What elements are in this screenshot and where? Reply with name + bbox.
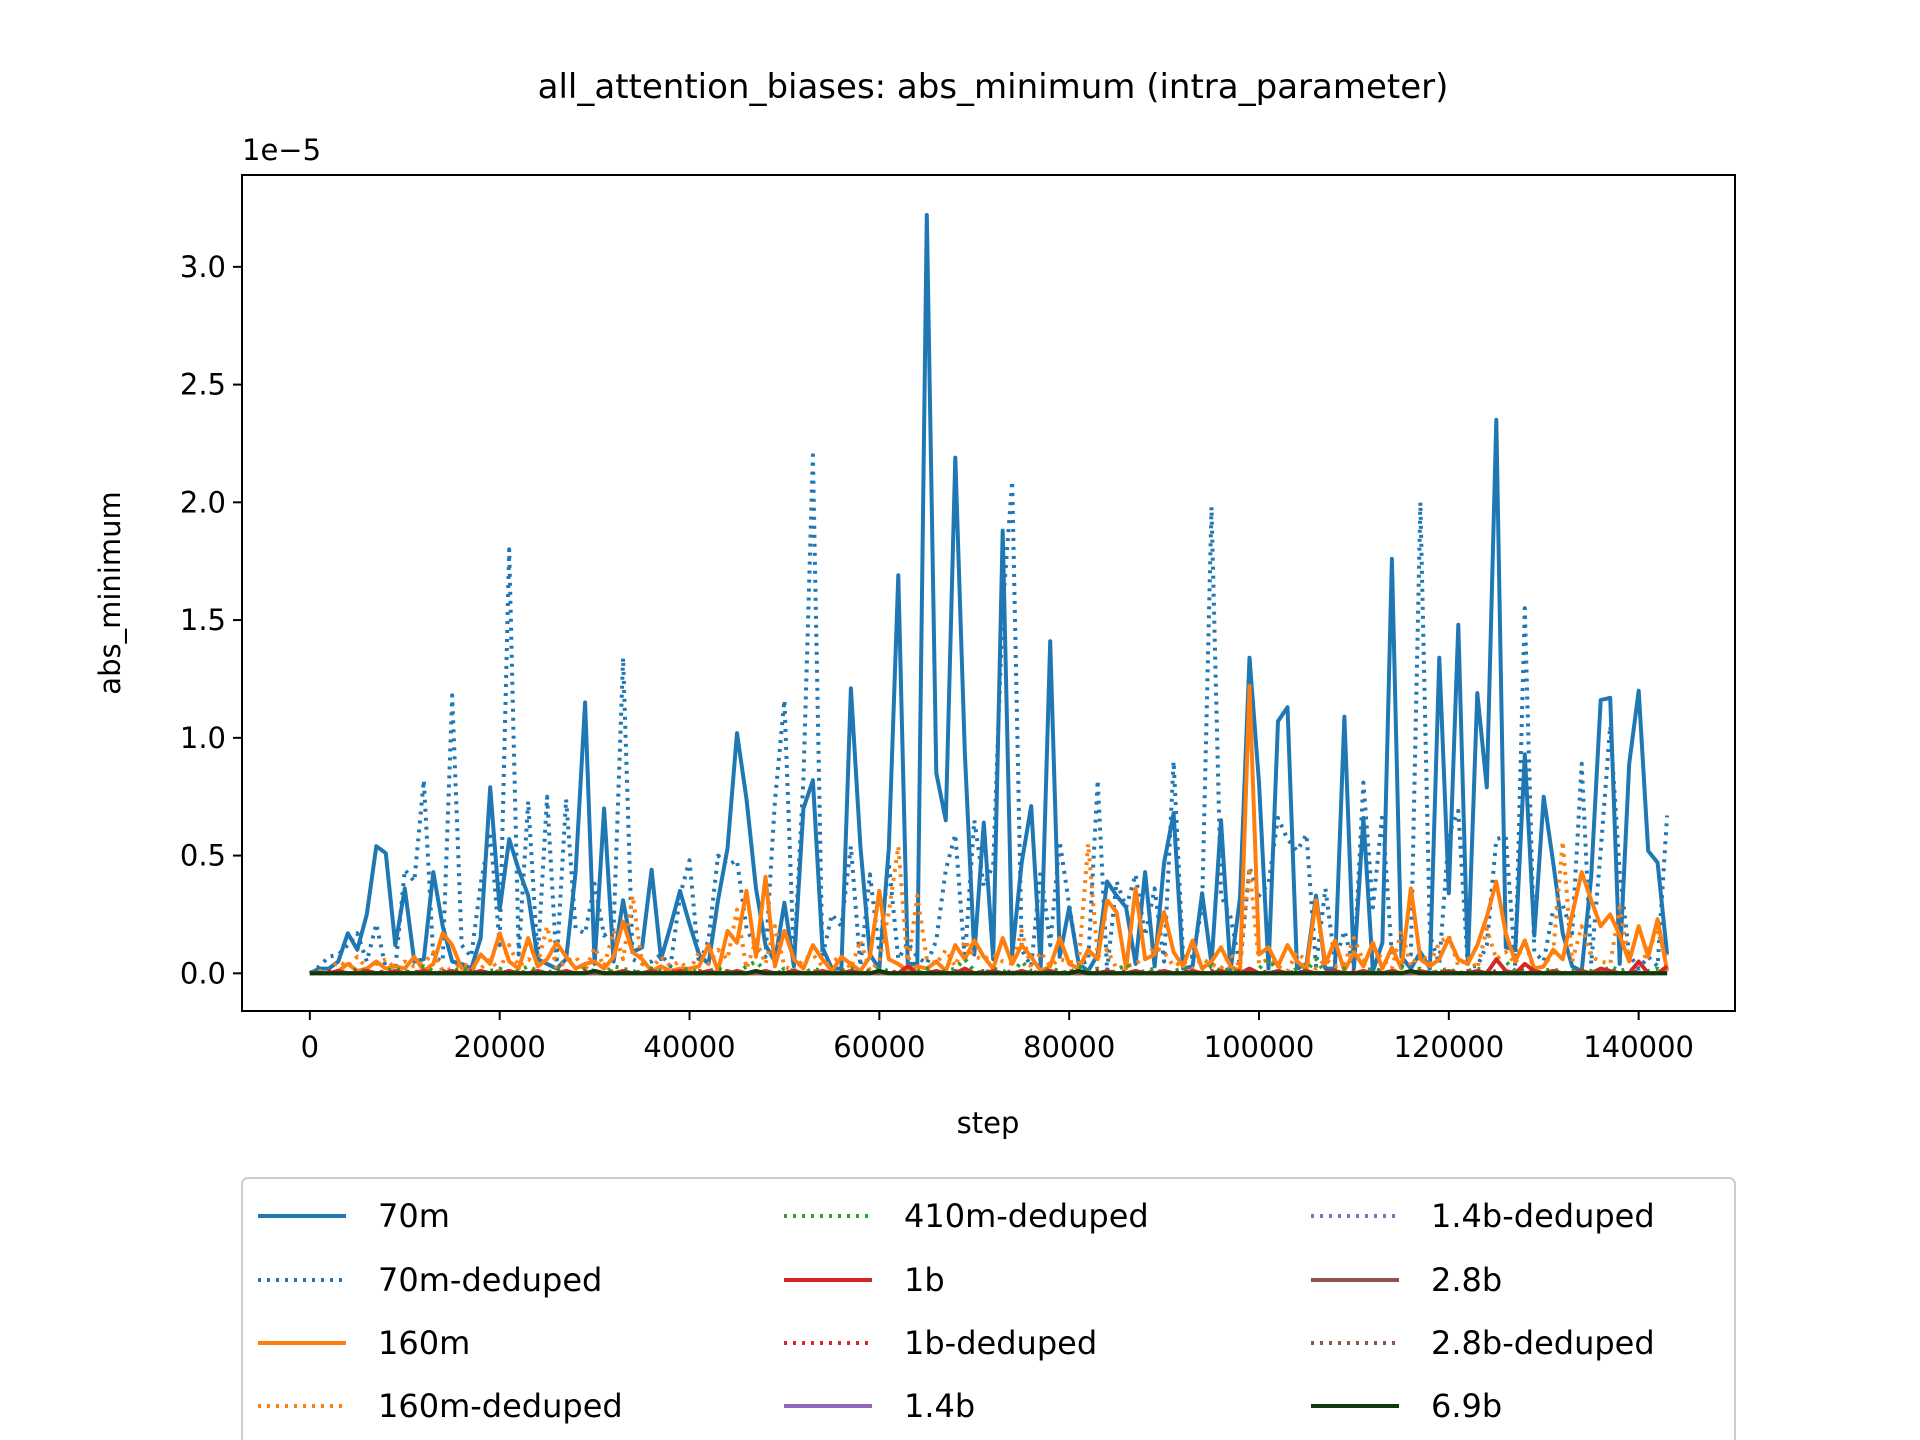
y-tick-label: 1.5 — [180, 603, 226, 637]
legend-label-1b-deduped: 1b-deduped — [904, 1324, 1097, 1362]
series-line-6.9b — [309, 969, 1668, 976]
y-tick-label: 3.0 — [180, 250, 226, 284]
series-line-160m-deduped — [309, 839, 1670, 976]
series-line-160m — [309, 684, 1670, 976]
legend-label-1.4b-deduped: 1.4b-deduped — [1431, 1197, 1655, 1235]
legend-frame — [241, 1177, 1736, 1440]
y-tick-label: 1.0 — [180, 721, 226, 755]
y-axis: 0.0 0.5 1.0 1.5 2.0 2.5 3.0 — [180, 250, 242, 990]
series-line-70m — [309, 213, 1670, 976]
x-tick-label: 0 — [301, 1030, 319, 1064]
x-axis: 0 20000 40000 60000 80000 100000 120000 140000 — [301, 1011, 1694, 1064]
legend: 70m 70m-deduped 160m 160m-deduped 410m-dedup… — [241, 1177, 1736, 1440]
chart-title: all_attention_biases: abs_minimum (intra… — [538, 67, 1449, 107]
y-tick-label: 2.5 — [180, 368, 226, 402]
series-layer — [308, 213, 1670, 976]
y-tick-label: 2.0 — [180, 485, 226, 519]
legend-label-70m: 70m — [378, 1197, 450, 1235]
x-tick-label: 80000 — [1023, 1030, 1115, 1064]
x-tick-label: 60000 — [833, 1030, 925, 1064]
legend-label-2.8b-deduped: 2.8b-deduped — [1431, 1324, 1655, 1362]
x-axis-label: step — [957, 1106, 1020, 1140]
y-axis-scale-label: 1e−5 — [242, 133, 321, 167]
legend-label-6.9b: 6.9b — [1431, 1387, 1502, 1425]
legend-label-70m-deduped: 70m-deduped — [378, 1261, 602, 1299]
plot-area-frame — [241, 174, 1736, 1012]
series-line-70m-deduped — [308, 453, 1670, 975]
legend-label-160m: 160m — [378, 1324, 470, 1362]
legend-label-1b: 1b — [904, 1261, 945, 1299]
x-tick-label: 20000 — [454, 1030, 546, 1064]
legend-label-1.4b: 1.4b — [904, 1387, 975, 1425]
legend-label-2.8b: 2.8b — [1431, 1261, 1502, 1299]
x-tick-label: 140000 — [1583, 1030, 1694, 1064]
y-tick-label: 0.0 — [180, 956, 226, 990]
y-tick-label: 0.5 — [180, 839, 226, 873]
legend-label-160m-deduped: 160m-deduped — [378, 1387, 623, 1425]
x-tick-label: 40000 — [643, 1030, 735, 1064]
legend-label-410m-deduped: 410m-deduped — [904, 1197, 1149, 1235]
y-axis-label: abs_minimum — [93, 491, 127, 694]
x-tick-label: 120000 — [1393, 1030, 1504, 1064]
x-tick-label: 100000 — [1204, 1030, 1315, 1064]
